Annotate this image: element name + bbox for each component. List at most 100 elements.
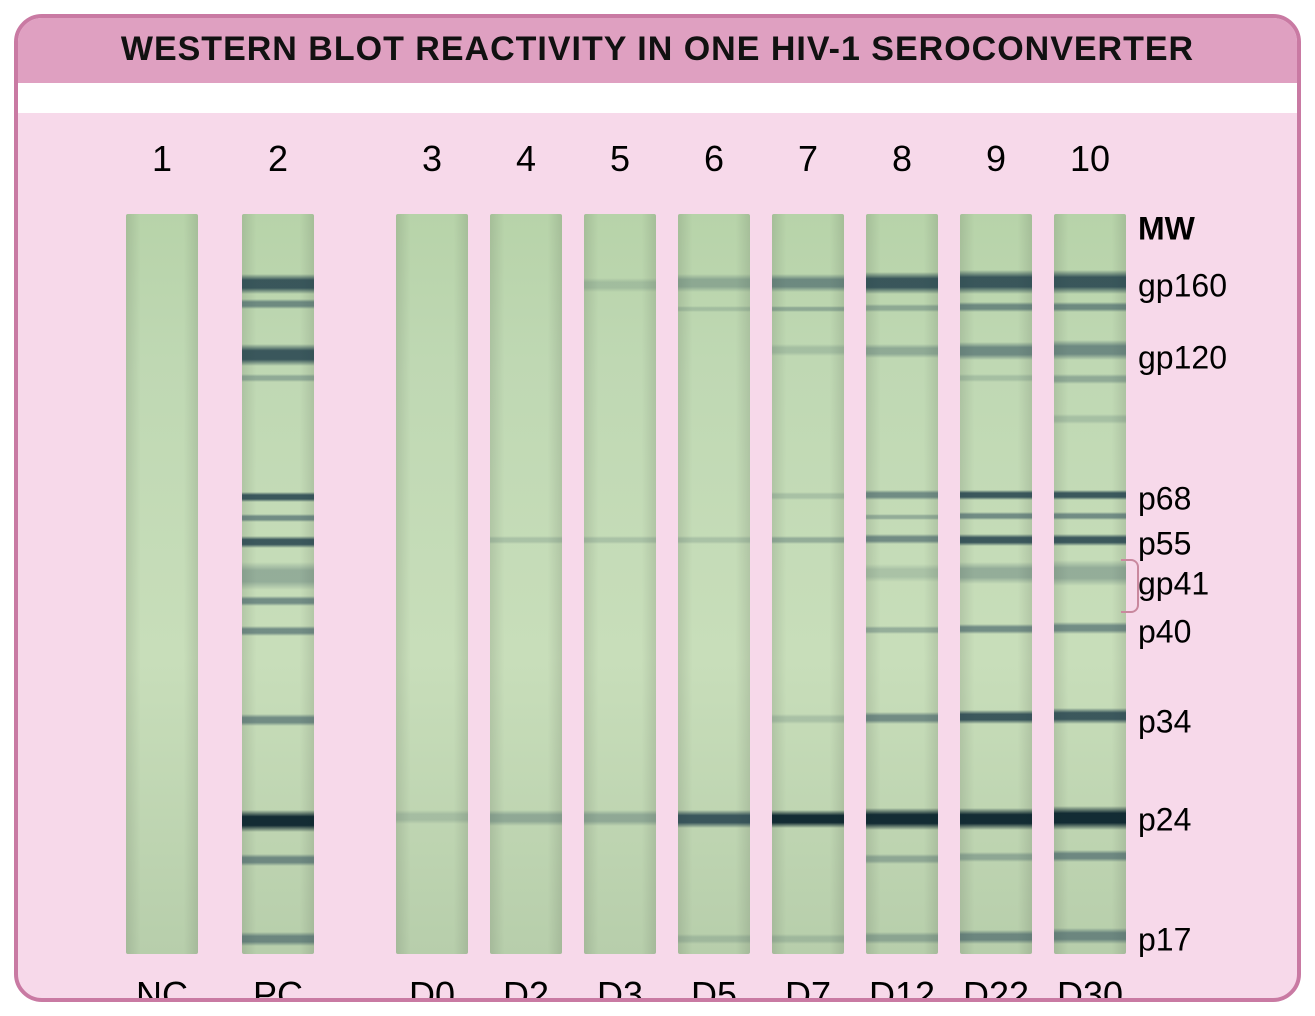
lane-label: NC	[136, 974, 188, 1002]
protein-band	[960, 270, 1032, 294]
blot-lane	[490, 214, 562, 954]
lane-label: D30	[1057, 974, 1123, 1002]
protein-band	[866, 304, 938, 312]
lane-edge-shade	[772, 214, 844, 954]
lane-label: D3	[597, 974, 643, 1002]
protein-band	[242, 274, 314, 294]
protein-band	[866, 712, 938, 724]
molecular-weight-labels: MWgp160gp120p68p55gp41p40p34p24p17	[1138, 214, 1288, 974]
lane-label: D0	[409, 974, 455, 1002]
protein-band	[242, 344, 314, 366]
protein-band	[866, 514, 938, 520]
lane-edge-shade	[866, 214, 938, 954]
protein-band	[678, 810, 750, 828]
lane-number: 8	[892, 138, 912, 180]
lane-edge-shade	[126, 214, 198, 954]
protein-band	[242, 562, 314, 590]
mw-marker: p34	[1138, 704, 1191, 741]
protein-band	[960, 490, 1032, 500]
protein-band	[1054, 374, 1126, 384]
mw-marker: gp41	[1138, 566, 1209, 603]
protein-band	[960, 512, 1032, 520]
lane-label: D12	[869, 974, 935, 1002]
protein-band	[1054, 340, 1126, 360]
protein-band	[242, 514, 314, 522]
title-underline-strip	[18, 83, 1297, 113]
protein-band	[960, 562, 1032, 584]
protein-band	[772, 492, 844, 500]
protein-band	[960, 374, 1032, 382]
protein-band	[772, 934, 844, 944]
lane-label: PC	[253, 974, 303, 1002]
protein-band	[242, 626, 314, 636]
blot-lane	[772, 214, 844, 954]
lane-edge-shade	[584, 214, 656, 954]
protein-band	[1054, 560, 1126, 586]
protein-band	[1054, 806, 1126, 830]
lane-number: 10	[1070, 138, 1110, 180]
lane-edge-shade	[396, 214, 468, 954]
protein-band	[1054, 302, 1126, 312]
lane-number: 2	[268, 138, 288, 180]
protein-band	[772, 306, 844, 312]
blot-lane	[1054, 214, 1126, 954]
protein-band	[678, 274, 750, 292]
lane-edge-shade	[678, 214, 750, 954]
protein-band	[960, 534, 1032, 546]
protein-band	[1054, 414, 1126, 424]
mw-marker: p24	[1138, 802, 1191, 839]
protein-band	[242, 714, 314, 726]
lane-number: 7	[798, 138, 818, 180]
lane-edge-shade	[490, 214, 562, 954]
protein-band	[490, 536, 562, 544]
protein-band	[772, 536, 844, 544]
protein-band	[960, 342, 1032, 360]
protein-band	[960, 624, 1032, 634]
protein-band	[678, 934, 750, 944]
lane-edge-shade	[960, 214, 1032, 954]
protein-band	[1054, 708, 1126, 724]
protein-band	[1054, 928, 1126, 944]
protein-band	[866, 564, 938, 582]
protein-band	[242, 854, 314, 866]
protein-band	[866, 490, 938, 500]
page-frame: WESTERN BLOT REACTIVITY IN ONE HIV-1 SER…	[0, 0, 1315, 1016]
protein-band	[242, 932, 314, 946]
protein-band	[1054, 534, 1126, 546]
protein-band	[772, 274, 844, 292]
mw-marker: p68	[1138, 481, 1191, 518]
mw-marker: gp160	[1138, 268, 1227, 305]
lane-number: 1	[152, 138, 172, 180]
mw-marker: p17	[1138, 922, 1191, 959]
lane-number: 6	[704, 138, 724, 180]
blot-lane	[678, 214, 750, 954]
protein-band	[772, 810, 844, 828]
protein-band	[866, 932, 938, 944]
lane-number: 3	[422, 138, 442, 180]
protein-band	[960, 930, 1032, 944]
protein-band	[866, 534, 938, 544]
protein-band	[584, 278, 656, 292]
protein-band	[866, 626, 938, 634]
protein-band	[960, 852, 1032, 862]
lane-number: 4	[516, 138, 536, 180]
lane-number: 5	[610, 138, 630, 180]
protein-band	[866, 344, 938, 358]
protein-band	[1054, 512, 1126, 520]
mw-marker: p55	[1138, 526, 1191, 563]
protein-band	[866, 854, 938, 864]
protein-band	[678, 306, 750, 312]
figure-content: 12345678910 NCPCD0D2D3D5D7D12D22D30 MWgp…	[18, 114, 1297, 998]
protein-band	[1054, 622, 1126, 634]
protein-band	[242, 810, 314, 832]
protein-band	[1054, 270, 1126, 294]
lane-number: 9	[986, 138, 1006, 180]
protein-band	[584, 810, 656, 826]
protein-band	[960, 710, 1032, 724]
protein-band	[866, 808, 938, 830]
protein-band	[242, 299, 314, 309]
protein-band	[960, 302, 1032, 312]
protein-band	[678, 536, 750, 544]
protein-band	[242, 596, 314, 606]
mw-marker: p40	[1138, 614, 1191, 651]
